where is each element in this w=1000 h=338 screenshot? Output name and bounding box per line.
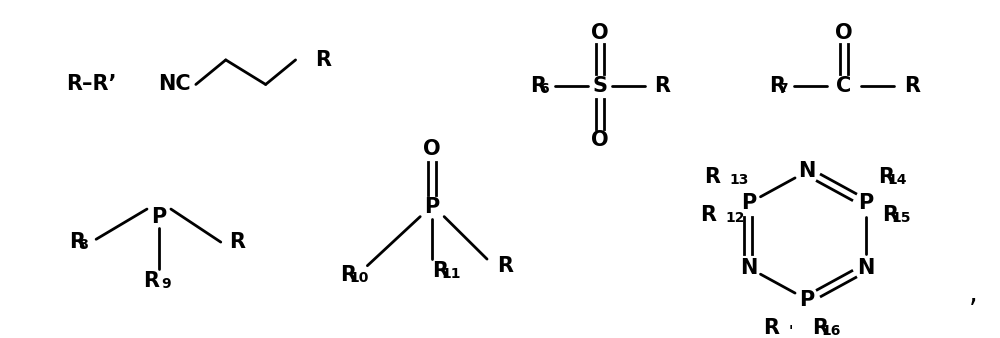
Text: 14: 14 <box>887 173 907 187</box>
Text: R: R <box>763 318 779 338</box>
Text: R: R <box>704 167 720 187</box>
Text: R: R <box>904 76 920 96</box>
Text: R: R <box>812 318 828 338</box>
Text: R: R <box>655 76 671 96</box>
Text: R: R <box>432 261 448 281</box>
Text: R: R <box>769 76 785 96</box>
Text: 13: 13 <box>730 173 749 187</box>
Text: R: R <box>69 232 85 252</box>
Text: P: P <box>425 197 440 217</box>
Text: P: P <box>858 193 873 213</box>
Text: R: R <box>701 205 717 225</box>
Text: 11: 11 <box>441 267 461 281</box>
Text: R: R <box>878 167 894 187</box>
Text: O: O <box>591 130 609 150</box>
Text: R: R <box>316 50 332 70</box>
Text: R: R <box>882 205 898 225</box>
Text: N: N <box>857 258 875 277</box>
Text: P: P <box>800 290 815 310</box>
Text: R: R <box>497 256 513 276</box>
Text: N: N <box>740 258 757 277</box>
Text: 9: 9 <box>161 276 171 291</box>
Text: C: C <box>836 76 852 96</box>
Text: R: R <box>340 265 356 285</box>
Text: 7: 7 <box>779 82 788 96</box>
Text: 16: 16 <box>821 324 841 338</box>
Text: P: P <box>741 193 756 213</box>
Text: R: R <box>143 271 159 291</box>
Text: 6: 6 <box>539 82 549 96</box>
Text: O: O <box>835 23 853 43</box>
Text: R–R’: R–R’ <box>66 74 117 94</box>
Text: R: R <box>229 232 245 252</box>
Text: O: O <box>591 23 609 43</box>
Text: S: S <box>592 76 607 96</box>
Text: N: N <box>798 161 816 181</box>
Text: ,: , <box>969 280 978 308</box>
Text: 12: 12 <box>726 211 745 224</box>
Text: R: R <box>530 76 546 96</box>
Text: 10: 10 <box>350 271 369 285</box>
Text: NC: NC <box>158 74 191 94</box>
Text: ': ' <box>788 324 793 338</box>
Text: O: O <box>423 139 441 159</box>
Text: 15: 15 <box>891 211 911 224</box>
Text: P: P <box>151 207 167 226</box>
Text: 8: 8 <box>78 238 88 252</box>
